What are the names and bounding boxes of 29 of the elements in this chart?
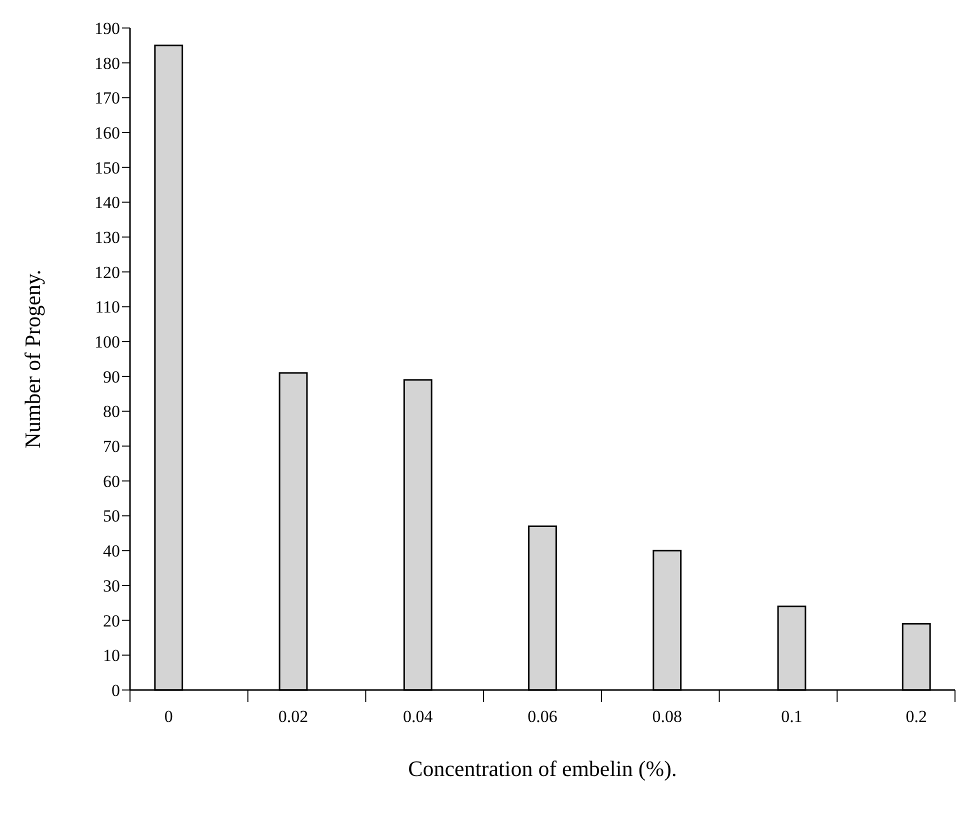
y-tick-label: 60	[103, 472, 120, 491]
y-tick-label: 190	[94, 18, 120, 38]
y-tick-label: 40	[103, 542, 120, 561]
x-axis-title: Concentration of embelin (%).	[408, 756, 677, 781]
y-tick-label: 110	[95, 298, 120, 317]
y-tick-label: 100	[94, 332, 120, 352]
y-tick-label: 150	[94, 158, 120, 178]
y-tick-label: 170	[94, 88, 120, 108]
y-tick-label: 130	[94, 228, 120, 248]
x-tick-label: 0.08	[652, 707, 682, 726]
y-tick-label: 160	[94, 123, 120, 142]
y-tick-label: 90	[103, 367, 120, 386]
y-tick-label: 50	[103, 506, 120, 526]
y-tick-label: 0	[112, 680, 120, 700]
x-tick-label: 0	[164, 707, 173, 726]
y-axis-title: Number of Progeny.	[20, 270, 45, 448]
y-tick-label: 180	[94, 54, 120, 73]
y-tick-label: 70	[103, 437, 120, 456]
y-tick-label: 20	[103, 611, 120, 630]
x-tick-label: 0.1	[781, 707, 802, 726]
y-tick-label: 140	[94, 193, 120, 212]
x-tick-label: 0.04	[403, 707, 434, 726]
y-tick-label: 80	[103, 402, 120, 422]
x-tick-label: 0.02	[278, 707, 308, 726]
x-tick-label: 0.06	[528, 707, 558, 726]
x-tick-label: 0.2	[906, 707, 927, 726]
y-tick-label: 10	[103, 646, 120, 666]
y-tick-label: 30	[103, 576, 120, 596]
y-tick-label: 120	[94, 262, 120, 282]
